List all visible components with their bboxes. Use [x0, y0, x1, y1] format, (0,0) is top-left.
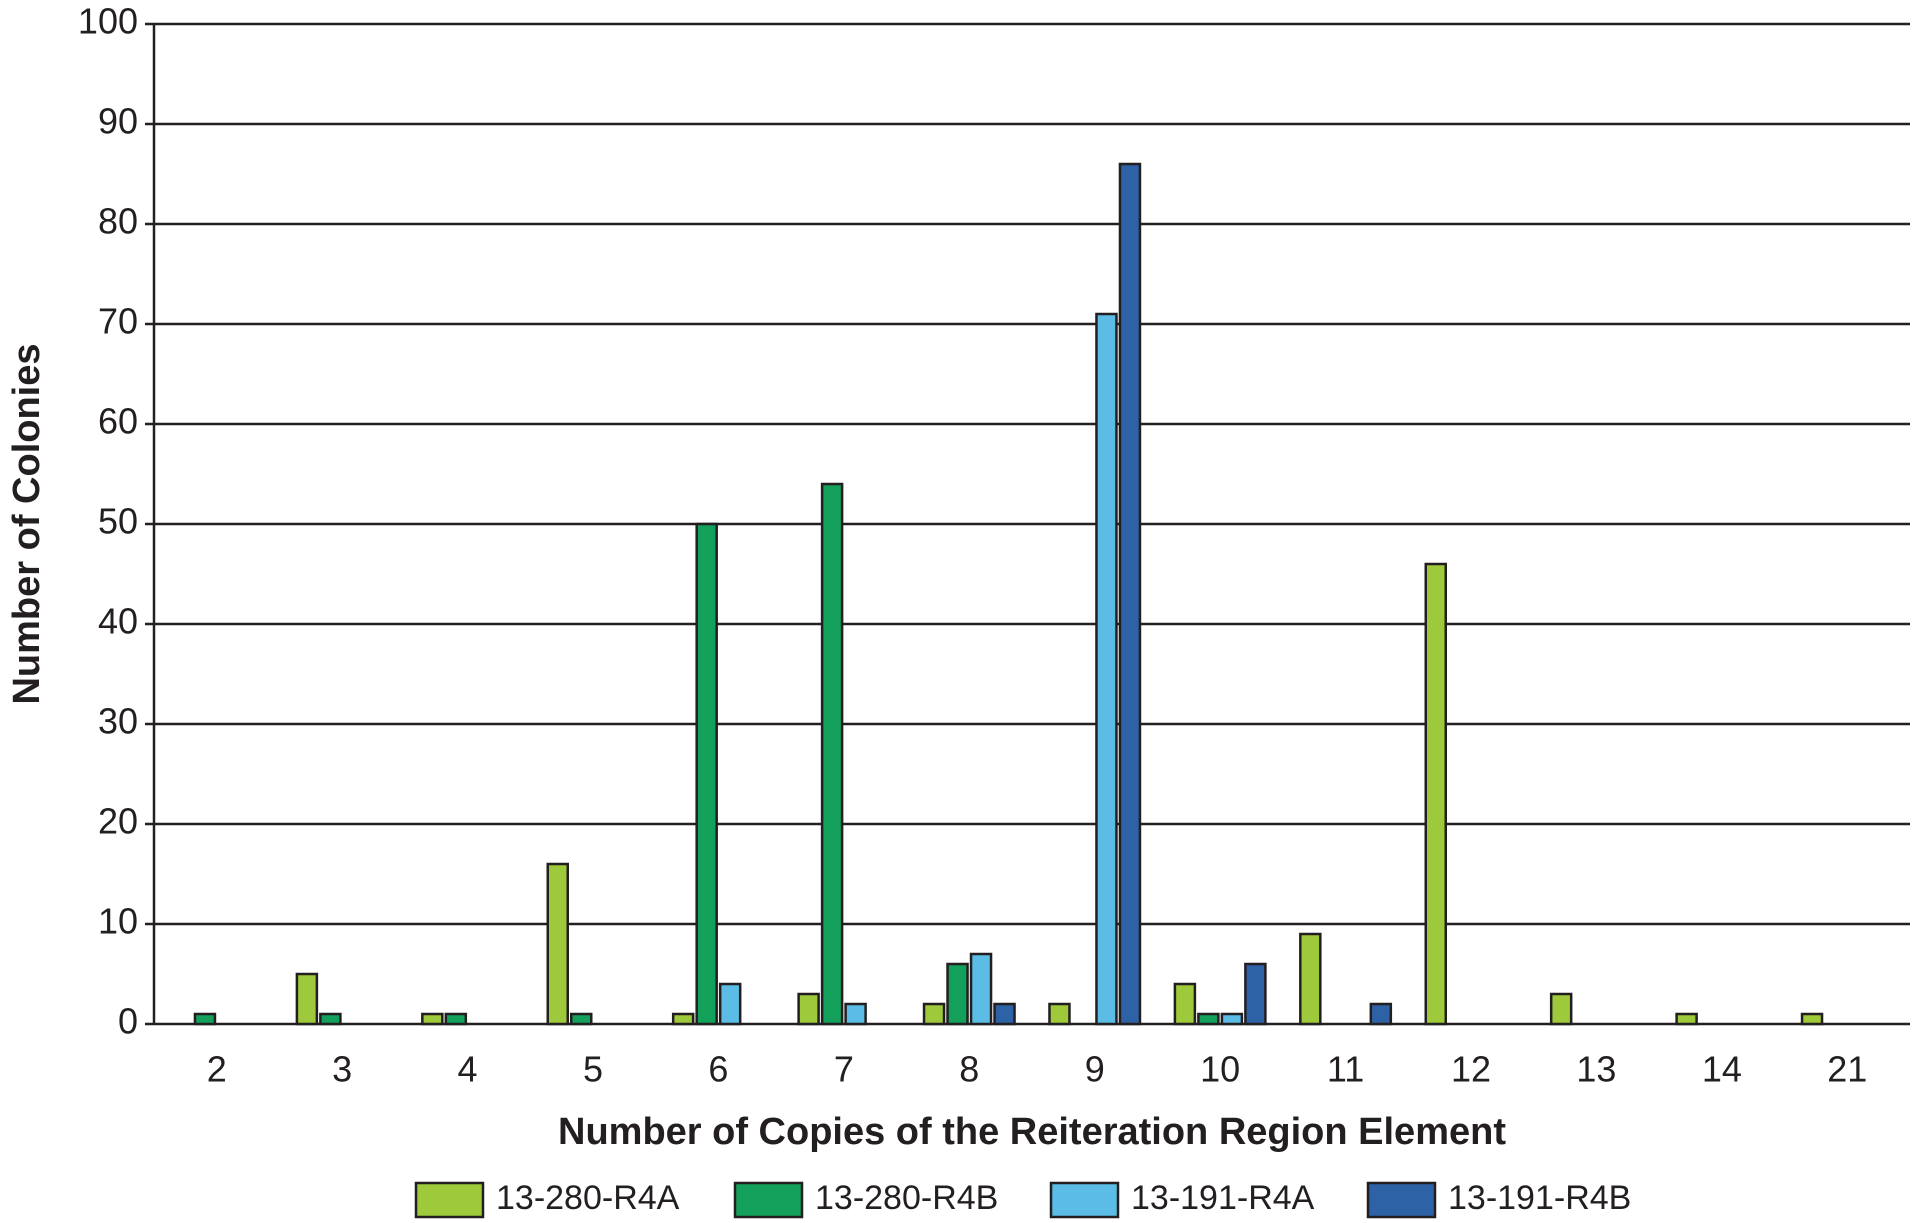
y-tick-label: 10	[98, 901, 138, 942]
y-tick-label: 90	[98, 101, 138, 142]
legend-label: 13-191-R4A	[1131, 1179, 1315, 1217]
x-tick-label: 7	[834, 1049, 854, 1090]
legend-swatch	[1049, 1181, 1120, 1219]
x-tick-label: 5	[583, 1049, 603, 1090]
bar	[1675, 1012, 1698, 1026]
x-tick-label: 13	[1576, 1049, 1616, 1090]
bar	[193, 1012, 217, 1026]
x-tick-label: 6	[708, 1049, 728, 1090]
y-tick-label: 40	[98, 601, 138, 642]
bar	[1299, 932, 1322, 1026]
x-tick-label: 21	[1827, 1049, 1867, 1090]
bar	[671, 1012, 695, 1026]
x-tick-label: 12	[1451, 1049, 1491, 1090]
bar	[969, 952, 993, 1026]
bar	[1549, 992, 1573, 1026]
bar	[1173, 982, 1197, 1026]
y-axis-title: Number of Colonies	[6, 343, 48, 704]
y-tick-label: 0	[118, 1001, 138, 1042]
bar	[695, 522, 718, 1026]
x-axis-title: Number of Copies of the Reiteration Regi…	[558, 1111, 1506, 1153]
bar	[1244, 962, 1267, 1026]
legend-label: 13-280-R4A	[496, 1179, 680, 1217]
bar	[1118, 162, 1142, 1026]
bar	[1095, 312, 1118, 1026]
x-tick-label: 8	[959, 1049, 979, 1090]
bar	[993, 1002, 1016, 1026]
bar	[319, 1012, 342, 1026]
bar	[946, 962, 969, 1026]
bar	[546, 862, 569, 1026]
bar	[1048, 1002, 1071, 1026]
legend-swatch	[1366, 1181, 1437, 1219]
bar	[1800, 1012, 1824, 1026]
y-tick-label: 50	[98, 501, 138, 542]
bar	[1220, 1012, 1244, 1026]
legend-label: 13-280-R4B	[815, 1179, 998, 1217]
legend-swatch	[733, 1181, 804, 1219]
x-tick-label: 4	[458, 1049, 478, 1090]
legend-swatch	[414, 1181, 485, 1219]
bar	[820, 482, 844, 1026]
bar	[570, 1012, 593, 1026]
bar	[1369, 1002, 1393, 1026]
y-tick-label: 80	[98, 201, 138, 242]
bar	[295, 972, 319, 1026]
legend-label: 13-191-R4B	[1448, 1179, 1631, 1217]
bar	[718, 982, 742, 1026]
y-tick-label: 30	[98, 701, 138, 742]
bar	[421, 1012, 444, 1026]
bar	[444, 1012, 468, 1026]
x-tick-label: 3	[332, 1049, 352, 1090]
x-tick-label: 10	[1200, 1049, 1240, 1090]
bar	[1424, 562, 1447, 1026]
y-tick-label: 60	[98, 401, 138, 442]
y-tick-label: 70	[98, 301, 138, 342]
bar	[922, 1002, 946, 1026]
x-tick-label: 11	[1327, 1049, 1364, 1090]
x-tick-label: 14	[1702, 1049, 1742, 1090]
bar	[844, 1002, 867, 1026]
y-tick-label: 100	[78, 1, 138, 42]
x-tick-label: 9	[1085, 1049, 1105, 1090]
bar	[1197, 1012, 1220, 1026]
x-tick-label: 2	[207, 1049, 227, 1090]
bar	[797, 992, 820, 1026]
y-tick-label: 20	[98, 801, 138, 842]
